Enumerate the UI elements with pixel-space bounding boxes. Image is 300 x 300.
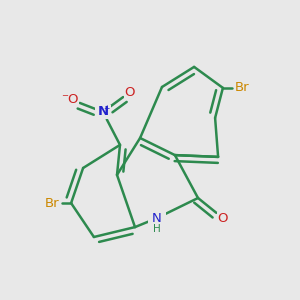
- Text: N: N: [152, 212, 162, 225]
- Text: O: O: [67, 93, 77, 106]
- FancyBboxPatch shape: [148, 212, 166, 224]
- Text: O: O: [125, 85, 135, 99]
- Text: Br: Br: [44, 196, 59, 210]
- Text: +: +: [103, 104, 110, 113]
- FancyBboxPatch shape: [124, 86, 136, 98]
- Text: N: N: [97, 105, 109, 119]
- FancyBboxPatch shape: [65, 94, 79, 106]
- FancyBboxPatch shape: [217, 212, 229, 224]
- Text: O: O: [218, 212, 228, 225]
- Text: H: H: [153, 224, 161, 235]
- Text: −: −: [61, 91, 69, 100]
- FancyBboxPatch shape: [95, 105, 111, 119]
- Text: Br: Br: [235, 81, 250, 94]
